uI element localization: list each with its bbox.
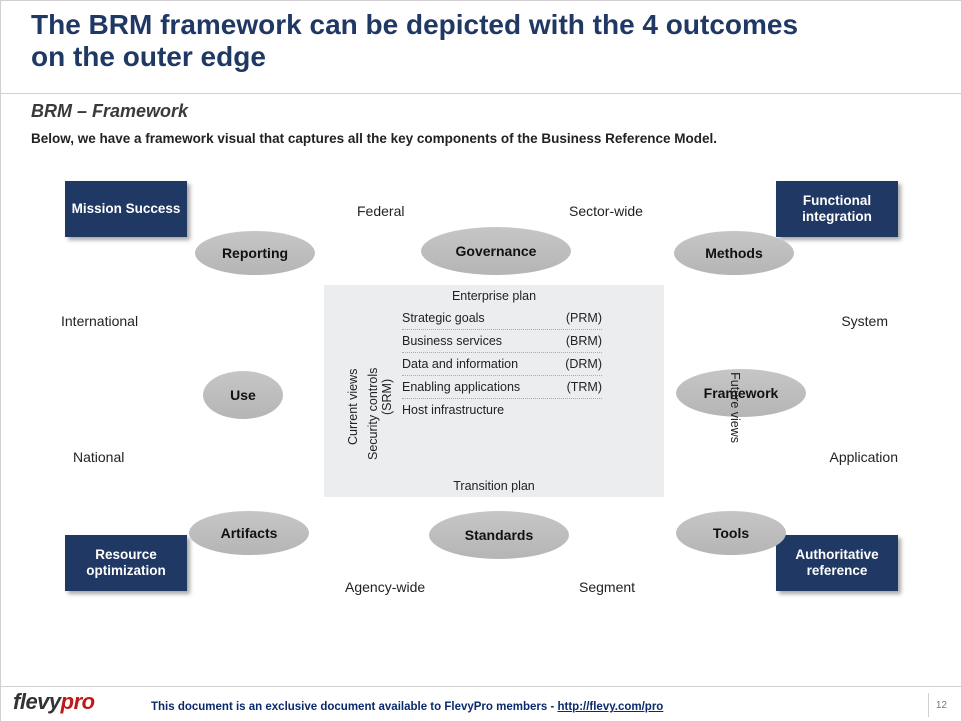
footer-text-suffix: members - [493, 701, 558, 713]
footer-bar: flevypro This document is an exclusive d… [1, 686, 961, 721]
center-row: Strategic goals (PRM) [402, 307, 602, 330]
center-right-label-future-views: Future views [728, 372, 742, 443]
bubble-governance: Governance [421, 227, 571, 275]
bubble-artifacts: Artifacts [189, 511, 309, 555]
center-row-code: (DRM) [559, 357, 602, 371]
center-row-code: (BRM) [560, 334, 602, 348]
center-row: Business services (BRM) [402, 330, 602, 353]
center-row-name: Host infrastructure [402, 403, 504, 417]
center-bottom-label: Transition plan [324, 479, 664, 493]
label-national: National [73, 449, 124, 465]
logo-flevy-text: flevy [13, 689, 61, 714]
center-row-name: Enabling applications [402, 380, 520, 394]
center-left-label-srm: (SRM) [380, 379, 394, 415]
page-number: 12 [936, 700, 947, 711]
bubble-reporting: Reporting [195, 231, 315, 275]
center-row: Data and information (DRM) [402, 353, 602, 376]
slide-description: Below, we have a framework visual that c… [31, 131, 717, 146]
outcome-functional-integration: Functional integration [776, 181, 898, 237]
footer-text-brand: FlevyPro [444, 701, 493, 713]
title-line-1: The BRM framework can be depicted with t… [31, 9, 798, 40]
slide-title: The BRM framework can be depicted with t… [31, 9, 911, 73]
center-row: Enabling applications (TRM) [402, 376, 602, 399]
label-segment: Segment [579, 579, 635, 595]
flevypro-logo: flevypro [13, 689, 95, 715]
bubble-standards: Standards [429, 511, 569, 559]
title-divider [1, 93, 961, 94]
slide-subtitle: BRM – Framework [31, 101, 188, 122]
center-rows: Strategic goals (PRM) Business services … [402, 307, 602, 421]
bubble-use: Use [203, 371, 283, 419]
outcome-mission-success: Mission Success [65, 181, 187, 237]
center-row-code: (TRM) [561, 380, 602, 394]
label-agency-wide: Agency-wide [345, 579, 425, 595]
label-system: System [841, 313, 888, 329]
center-row-name: Data and information [402, 357, 518, 371]
center-top-label: Enterprise plan [324, 289, 664, 303]
label-federal: Federal [357, 203, 404, 219]
center-row: Host infrastructure [402, 399, 602, 421]
logo-pro-text: pro [61, 689, 95, 714]
footer-text: This document is an exclusive document a… [151, 701, 663, 713]
center-panel: Enterprise plan Transition plan Current … [324, 285, 664, 497]
brm-framework-diagram: Mission Success Functional integration R… [49, 171, 914, 631]
footer-divider [928, 693, 929, 717]
footer-text-prefix: This document is an exclusive document a… [151, 701, 444, 713]
center-row-code: (PRM) [560, 311, 602, 325]
title-line-2: on the outer edge [31, 41, 266, 72]
outcome-resource-optimization: Resource optimization [65, 535, 187, 591]
label-sector-wide: Sector-wide [569, 203, 643, 219]
footer-link[interactable]: http://flevy.com/pro [557, 701, 663, 713]
bubble-tools: Tools [676, 511, 786, 555]
center-row-code [596, 403, 602, 417]
center-left-label-security-controls: Security controls [366, 368, 380, 460]
label-application: Application [830, 449, 899, 465]
center-left-label-current-views: Current views [346, 369, 360, 445]
center-row-name: Strategic goals [402, 311, 485, 325]
label-international: International [61, 313, 138, 329]
slide: The BRM framework can be depicted with t… [0, 0, 962, 722]
outcome-authoritative-reference: Authoritative reference [776, 535, 898, 591]
title-block: The BRM framework can be depicted with t… [31, 9, 911, 73]
center-row-name: Business services [402, 334, 502, 348]
bubble-methods: Methods [674, 231, 794, 275]
